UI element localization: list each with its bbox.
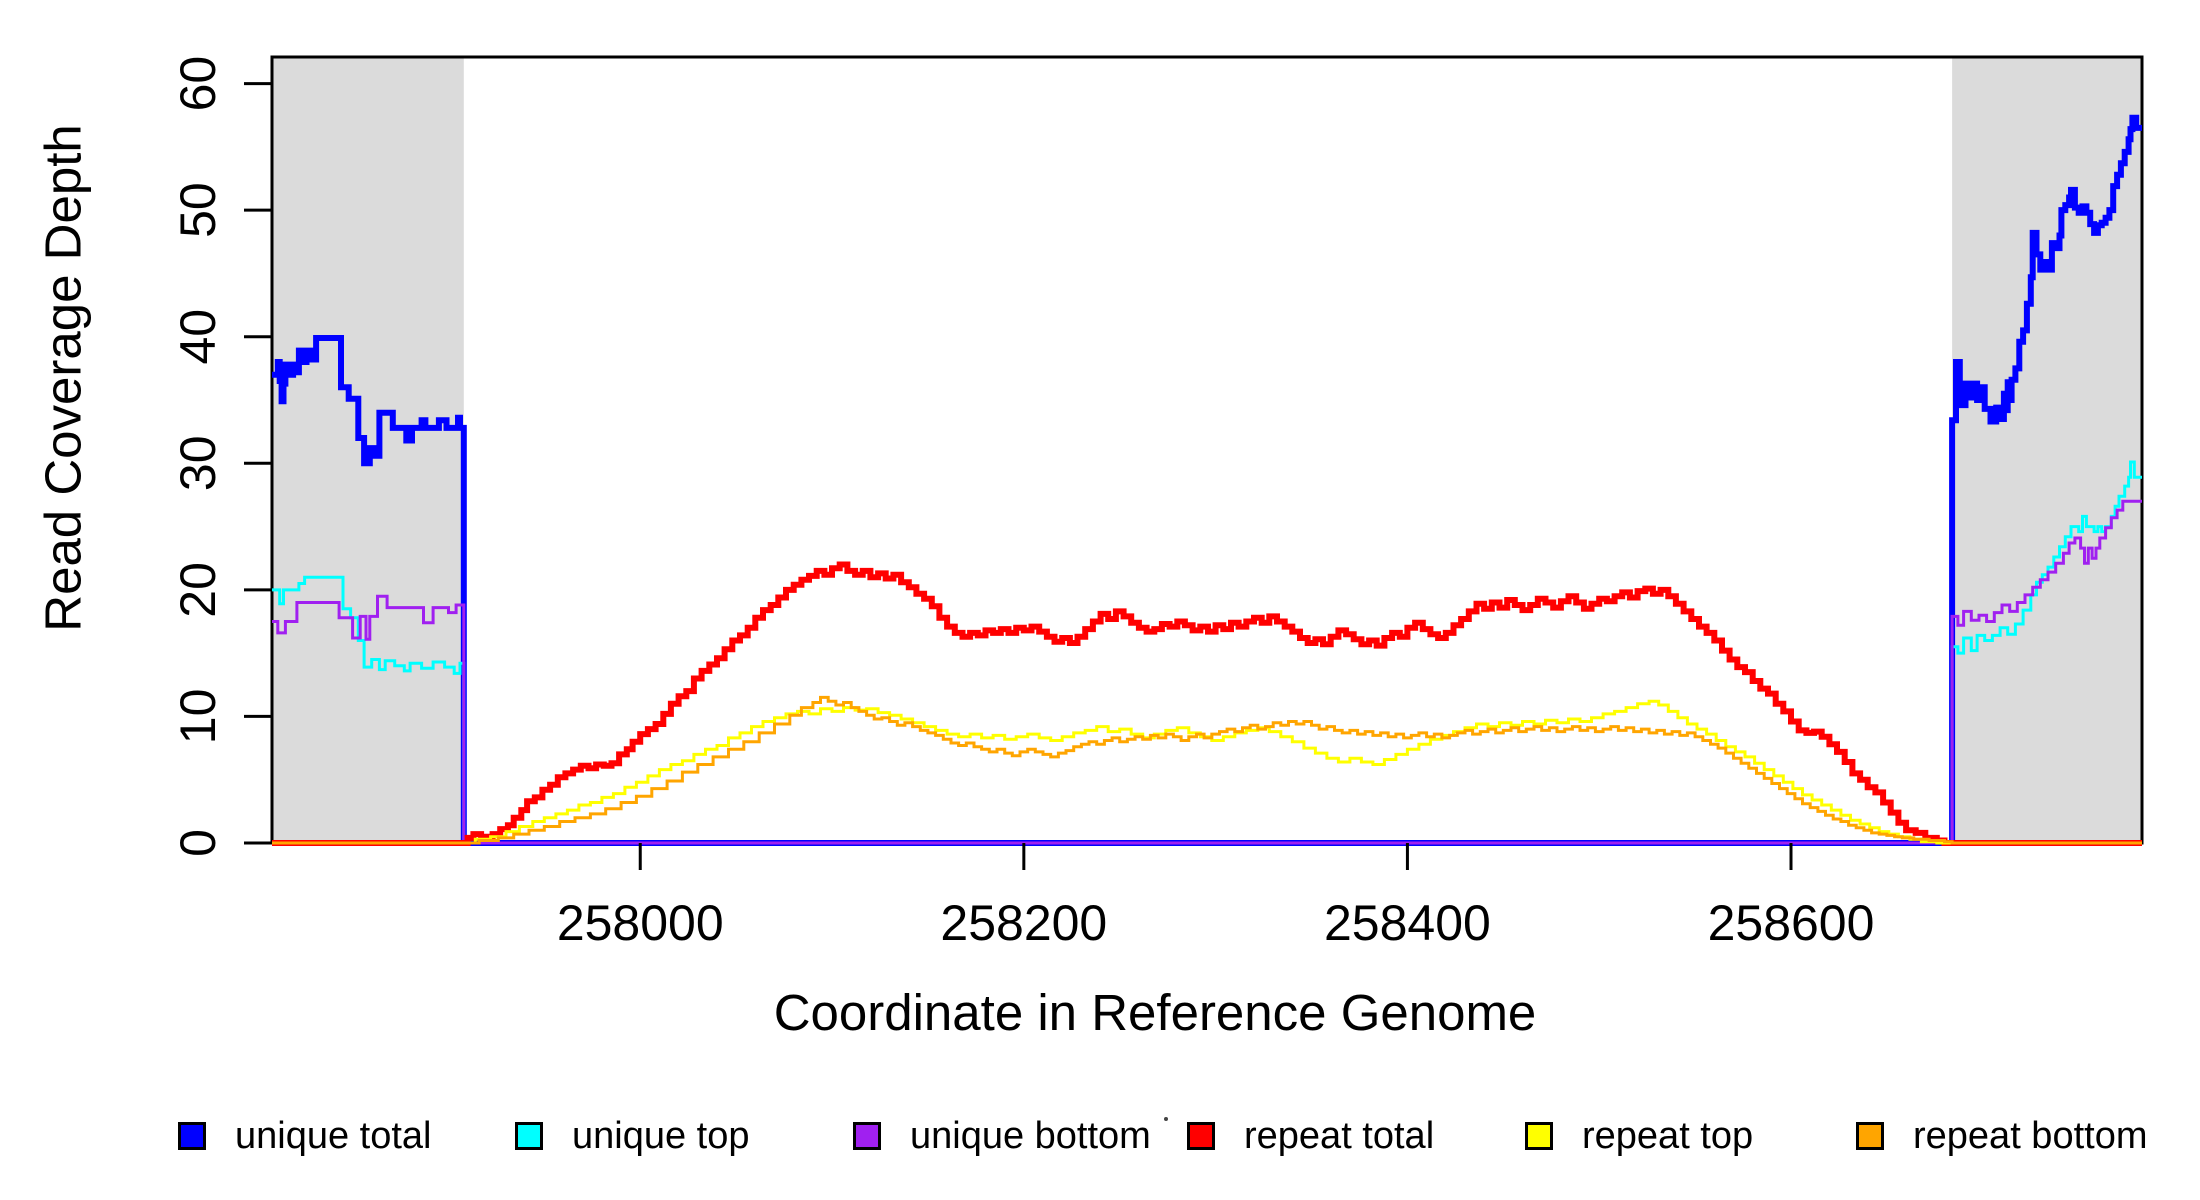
y-axis-title: Read Coverage Depth [34, 124, 92, 632]
legend-stray-dot [1164, 1117, 1168, 1121]
series-repeat-total-line [272, 561, 2142, 846]
legend-item-unique-total: unique total [178, 1113, 432, 1159]
legend-item-repeat-bottom: repeat bottom [1856, 1113, 2147, 1159]
legend-swatch-repeat-total [1187, 1122, 1215, 1150]
x-tick-label: 258000 [557, 895, 724, 951]
y-tick-label: 0 [170, 829, 226, 857]
y-tick-label: 10 [170, 689, 226, 745]
legend-label: repeat bottom [1913, 1114, 2148, 1157]
series-unique-total-line [272, 114, 2142, 846]
series-unique-top-line [272, 460, 2142, 845]
y-tick-label: 40 [170, 309, 226, 365]
y-tick-label: 20 [170, 562, 226, 618]
y-tick-label: 50 [170, 182, 226, 238]
x-tick-label: 258600 [1708, 895, 1875, 951]
y-tick-label: 60 [170, 56, 226, 112]
legend-swatch-unique-total [178, 1122, 206, 1150]
x-axis-title: Coordinate in Reference Genome [773, 984, 1537, 1041]
legend-swatch-repeat-bottom [1856, 1122, 1884, 1150]
legend-label: repeat total [1244, 1114, 1435, 1157]
legend-label: unique total [235, 1114, 432, 1157]
legend-label: unique top [572, 1114, 750, 1157]
legend-item-unique-top: unique top [515, 1113, 750, 1159]
series-repeat-bottom-line [272, 695, 2142, 845]
y-tick-label: 30 [170, 435, 226, 491]
series-unique-bottom-line [272, 499, 2142, 845]
x-tick-label: 258200 [940, 895, 1107, 951]
x-tick-label: 258400 [1324, 895, 1491, 951]
legend-item-repeat-total: repeat total [1187, 1113, 1434, 1159]
legend-swatch-repeat-top [1525, 1122, 1553, 1150]
legend-swatch-unique-bottom [853, 1122, 881, 1150]
legend-item-repeat-top: repeat top [1525, 1113, 1753, 1159]
legend-item-unique-bottom: unique bottom [853, 1113, 1151, 1159]
series-repeat-top-line [272, 699, 2142, 845]
legend-label: unique bottom [910, 1114, 1151, 1157]
plot-border [270, 55, 2144, 845]
shaded-region-right [1952, 57, 2142, 843]
legend-swatch-unique-top [515, 1122, 543, 1150]
legend-label: repeat top [1582, 1114, 1754, 1157]
